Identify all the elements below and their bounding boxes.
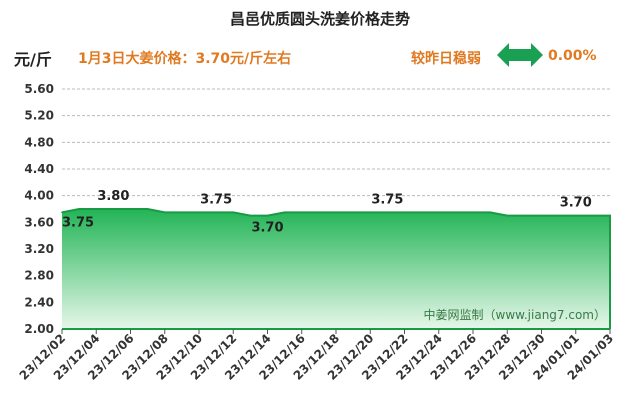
data-label: 3.80	[97, 189, 129, 204]
trend-label: 较昨日稳弱	[411, 51, 481, 67]
data-point	[129, 208, 132, 210]
data-label: 3.70	[251, 221, 283, 236]
y-tick-label: 2.40	[24, 295, 54, 309]
data-point	[403, 211, 406, 214]
data-label: 3.70	[560, 196, 592, 211]
data-point	[437, 211, 440, 214]
data-label: 3.75	[62, 215, 94, 230]
data-point	[78, 208, 80, 210]
watermark: 中姜网监制（www.jiang7.com）	[424, 307, 606, 322]
y-tick-label: 4.00	[24, 189, 54, 203]
unit-label: 元/斤	[14, 50, 52, 69]
data-point	[181, 211, 183, 214]
data-point	[146, 208, 149, 210]
data-point	[163, 211, 166, 214]
data-point	[112, 208, 115, 210]
headline-price: 1月3日大姜价格：3.70元/斤左右	[78, 51, 292, 67]
data-point	[95, 208, 98, 210]
data-point	[352, 211, 354, 214]
price-line	[61, 208, 611, 329]
data-point	[300, 211, 303, 214]
y-tick-label: 4.40	[24, 162, 54, 176]
y-tick-label: 2.00	[24, 322, 54, 336]
data-label: 3.75	[371, 192, 403, 207]
data-point	[557, 214, 560, 217]
data-point	[369, 211, 372, 214]
chart-title: 昌邑优质圆头洗姜价格走势	[229, 10, 410, 28]
change-value: 0.00%	[548, 48, 597, 64]
data-point	[574, 214, 577, 217]
price-area	[62, 209, 610, 329]
data-point	[266, 214, 269, 217]
data-label: 3.75	[200, 192, 232, 207]
y-tick-label: 2.80	[24, 269, 54, 283]
data-point	[489, 211, 491, 214]
y-tick-label: 3.60	[24, 215, 54, 229]
y-tick-label: 4.80	[24, 135, 54, 149]
data-point	[198, 211, 200, 214]
data-point	[386, 211, 389, 214]
data-point	[335, 211, 337, 214]
data-point	[232, 211, 235, 214]
data-point	[420, 211, 423, 214]
data-point	[506, 214, 509, 217]
y-tick-label: 5.60	[24, 82, 54, 96]
data-point	[472, 211, 474, 214]
data-point	[592, 214, 594, 217]
data-point	[61, 211, 63, 214]
data-point	[249, 214, 252, 217]
data-point	[523, 214, 526, 217]
data-point	[455, 211, 457, 214]
data-point	[540, 214, 543, 217]
data-point	[283, 211, 286, 214]
data-point	[318, 211, 320, 214]
data-point	[215, 211, 217, 214]
y-tick-label: 3.20	[24, 242, 54, 256]
y-tick-label: 5.20	[24, 109, 54, 123]
data-point	[609, 214, 611, 217]
double-arrow-icon	[497, 43, 543, 67]
